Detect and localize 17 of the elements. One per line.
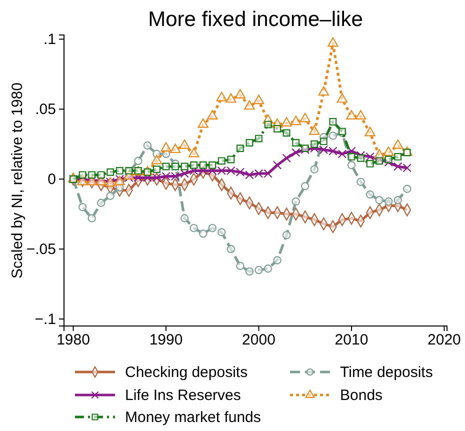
y-tick-label: −.1 <box>34 310 56 328</box>
x-tick-label: 1980 <box>56 332 90 349</box>
legend-label: Life Ins Reserves <box>125 387 241 404</box>
legend-label: Money market funds <box>125 409 261 426</box>
y-tick-label: −.05 <box>26 240 56 258</box>
y-tick-label: .05 <box>35 100 56 118</box>
legend-label: Time deposits <box>340 364 433 381</box>
legend-label: Bonds <box>340 387 383 404</box>
x-tick-label: 1990 <box>149 332 183 349</box>
x-tick-label: 2020 <box>428 332 461 349</box>
x-tick-label: 2010 <box>334 332 368 349</box>
y-tick-label: .1 <box>43 30 56 48</box>
chart-title: More fixed income–like <box>148 8 363 31</box>
y-tick-label: 0 <box>48 170 56 188</box>
y-axis-title: Scaled by NI, relative to 1980 <box>9 82 26 278</box>
legend-label: Checking deposits <box>125 364 248 381</box>
x-tick-label: 2000 <box>242 332 276 349</box>
